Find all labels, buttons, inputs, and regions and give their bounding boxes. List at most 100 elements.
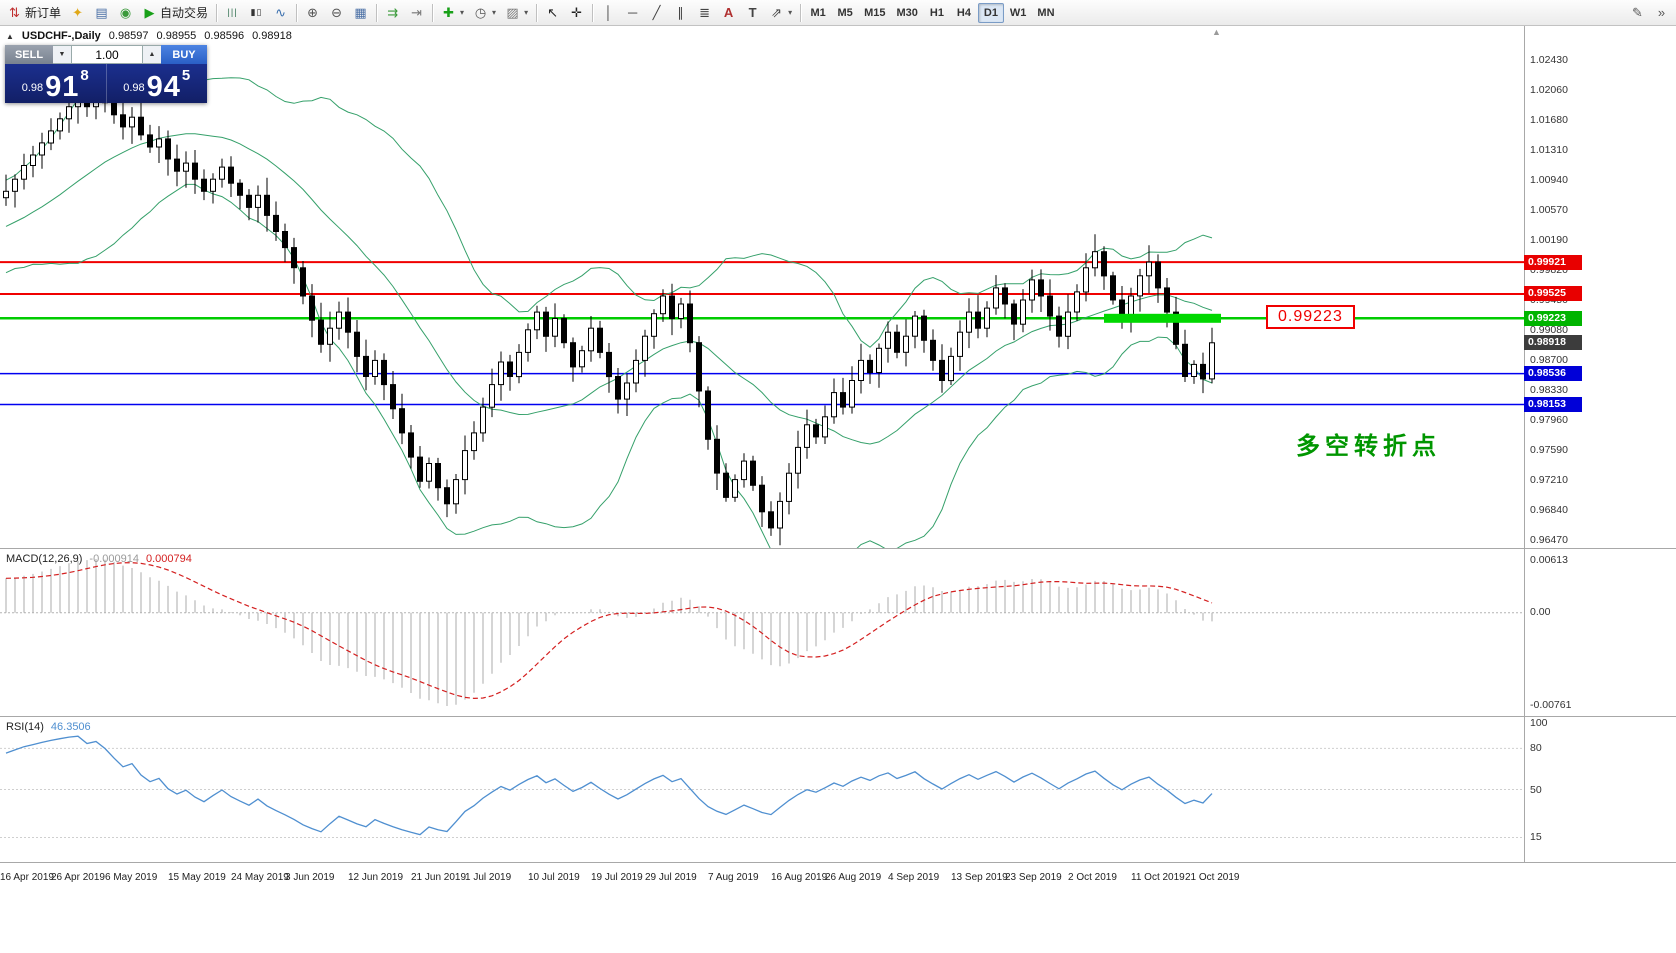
indicators-button[interactable]: ✚ ▾ xyxy=(443,5,465,20)
new-order-button-label: 新订单 xyxy=(25,6,62,20)
label-icon[interactable]: T xyxy=(748,5,757,20)
overflow-icon[interactable]: » xyxy=(1657,5,1666,20)
templates-button[interactable]: ▨ ▾ xyxy=(506,5,529,20)
pane-separator[interactable] xyxy=(0,716,1676,717)
price-tag-current-price: 0.98918 xyxy=(1524,335,1582,350)
autotrading-button[interactable]: ▶ 自动交易 xyxy=(144,5,209,20)
terminal-icon[interactable]: ▤ xyxy=(95,5,108,20)
timeframe-mn[interactable]: MN xyxy=(1037,6,1055,19)
date-label: 16 Aug 2019 xyxy=(771,872,828,883)
crosshair-icon[interactable]: ✛ xyxy=(571,5,583,20)
price-callout-label[interactable]: 0.99223 xyxy=(1266,305,1355,329)
price-tick: 0.97210 xyxy=(1530,474,1568,486)
sell-button[interactable]: SELL xyxy=(5,45,53,64)
price-tick: 0.96840 xyxy=(1530,504,1568,516)
price-tick: 1.00940 xyxy=(1530,174,1568,186)
timeframe-w1[interactable]: W1 xyxy=(1009,6,1027,19)
cursor-icon[interactable]: ↖ xyxy=(547,5,559,20)
price-axis[interactable]: 1.02430 1.02060 1.01680 1.01310 1.00940 1.005… xyxy=(1524,26,1676,548)
lamp-icon[interactable]: ✦ xyxy=(72,5,83,20)
date-label: 23 Sep 2019 xyxy=(1005,872,1062,883)
buy-price[interactable]: 0.98 94 5 xyxy=(123,67,191,103)
zoom-in-icon[interactable]: ⊕ xyxy=(307,5,318,20)
pane-separator[interactable] xyxy=(0,862,1676,863)
trendline-icon[interactable]: ╱ xyxy=(652,5,661,20)
price-tag-resistance-1: 0.99921 xyxy=(1524,255,1582,270)
macd-signal-line xyxy=(5,562,1213,700)
date-label: 21 Jun 2019 xyxy=(411,872,467,883)
macd-pane-canvas[interactable] xyxy=(0,549,1524,716)
buy-button[interactable]: BUY xyxy=(161,45,207,64)
macd-tick: 0.00613 xyxy=(1530,554,1568,566)
volume-decrease-button[interactable]: ▼ xyxy=(53,45,71,64)
date-label: 19 Jul 2019 xyxy=(591,872,643,883)
candlestick-chart-icon[interactable]: ▮▯ xyxy=(250,7,263,17)
timeframe-h1[interactable]: H1 xyxy=(929,6,944,19)
date-label: 4 Sep 2019 xyxy=(888,872,940,883)
pane-separator[interactable] xyxy=(0,548,1676,549)
turning-point-annotation[interactable]: 多空转折点 xyxy=(1296,433,1441,460)
strategy-tester-icon[interactable]: ◉ xyxy=(119,5,132,20)
dropdown-arrow-icon[interactable]: ▾ xyxy=(788,8,793,17)
macd-axis[interactable]: 0.00613 0.00 -0.00761 xyxy=(1525,549,1676,716)
vertical-line-icon[interactable]: │ xyxy=(604,5,613,20)
toolbar-separator xyxy=(376,3,378,22)
price-tag-support-2: 0.98153 xyxy=(1524,397,1582,412)
date-label: 15 May 2019 xyxy=(168,872,226,883)
bollinger-bands xyxy=(5,67,1213,548)
date-label: 3 Jun 2019 xyxy=(285,872,335,883)
price-tick: 0.98330 xyxy=(1530,384,1568,396)
text-icon[interactable]: A xyxy=(723,5,734,20)
arrows-button[interactable]: ⇗ ▾ xyxy=(771,5,793,20)
rsi-tick: 50 xyxy=(1530,784,1542,796)
symbol-title: USDCHF-,Daily xyxy=(21,30,101,42)
price-tick: 1.02430 xyxy=(1530,54,1568,66)
chart-shift-marker-icon[interactable]: ▲ xyxy=(1212,27,1221,37)
date-label: 11 Oct 2019 xyxy=(1131,872,1185,883)
timeframe-m15[interactable]: M15 xyxy=(864,6,886,19)
tile-windows-icon[interactable]: ▦ xyxy=(354,5,367,20)
price-tag-support-1: 0.98536 xyxy=(1524,366,1582,381)
line-chart-icon[interactable]: ∿ xyxy=(275,5,286,20)
date-label: 26 Apr 2019 xyxy=(51,872,105,883)
date-label: 6 May 2019 xyxy=(105,872,158,883)
new-order-button[interactable]: ⇅ 新订单 xyxy=(9,5,62,20)
horizontal-line-icon[interactable]: ─ xyxy=(627,5,638,20)
volume-increase-button[interactable]: ▲ xyxy=(143,45,161,64)
price-tick: 0.99080 xyxy=(1530,324,1568,336)
price-tick: 1.01310 xyxy=(1530,144,1568,156)
fibonacci-icon[interactable]: ≣ xyxy=(699,5,711,20)
timeframe-m30[interactable]: M30 xyxy=(896,6,918,19)
periods-button[interactable]: ◷ ▾ xyxy=(474,5,497,20)
collapse-arrow-icon[interactable]: ▲ xyxy=(6,31,14,41)
rsi-pane-canvas[interactable] xyxy=(0,717,1524,862)
rsi-tick: 15 xyxy=(1530,831,1542,843)
rsi-axis[interactable]: 100 80 50 15 xyxy=(1525,717,1676,862)
channel-icon[interactable]: ∥ xyxy=(677,5,684,20)
volume-input[interactable]: 1.00 xyxy=(71,45,143,64)
timeframe-h4[interactable]: H4 xyxy=(956,6,971,19)
main-chart-canvas[interactable] xyxy=(0,26,1524,548)
chart-shift-icon[interactable]: ⇥ xyxy=(411,5,422,20)
price-tick: 1.00570 xyxy=(1530,204,1568,216)
date-label: 13 Sep 2019 xyxy=(951,872,1008,883)
timeframe-m5[interactable]: M5 xyxy=(837,6,853,19)
date-label: 10 Jul 2019 xyxy=(528,872,580,883)
dropdown-arrow-icon[interactable]: ▾ xyxy=(524,8,529,17)
timeframe-m1[interactable]: M1 xyxy=(810,6,826,19)
dropdown-arrow-icon[interactable]: ▾ xyxy=(492,8,497,17)
bar-chart-icon[interactable]: ||| xyxy=(227,7,238,17)
ohlc-high: 0.98955 xyxy=(156,30,197,42)
price-tag-pivot-green: 0.99223 xyxy=(1524,311,1582,326)
zoom-out-icon[interactable]: ⊖ xyxy=(331,5,342,20)
sell-price[interactable]: 0.98 91 8 xyxy=(5,64,107,103)
timeframe-d1[interactable]: D1 xyxy=(977,2,1004,23)
date-label: 26 Aug 2019 xyxy=(825,872,882,883)
auto-scroll-icon[interactable]: ⇉ xyxy=(387,5,398,20)
price-tick: 0.97590 xyxy=(1530,444,1568,456)
date-axis[interactable]: 16 Apr 2019 26 Apr 2019 6 May 2019 15 May 2… xyxy=(0,868,1676,892)
dropdown-arrow-icon[interactable]: ▾ xyxy=(460,8,465,17)
date-label: 21 Oct 2019 xyxy=(1185,872,1240,883)
pen-icon[interactable]: ✎ xyxy=(1632,5,1643,20)
toolbar-separator xyxy=(216,3,218,22)
